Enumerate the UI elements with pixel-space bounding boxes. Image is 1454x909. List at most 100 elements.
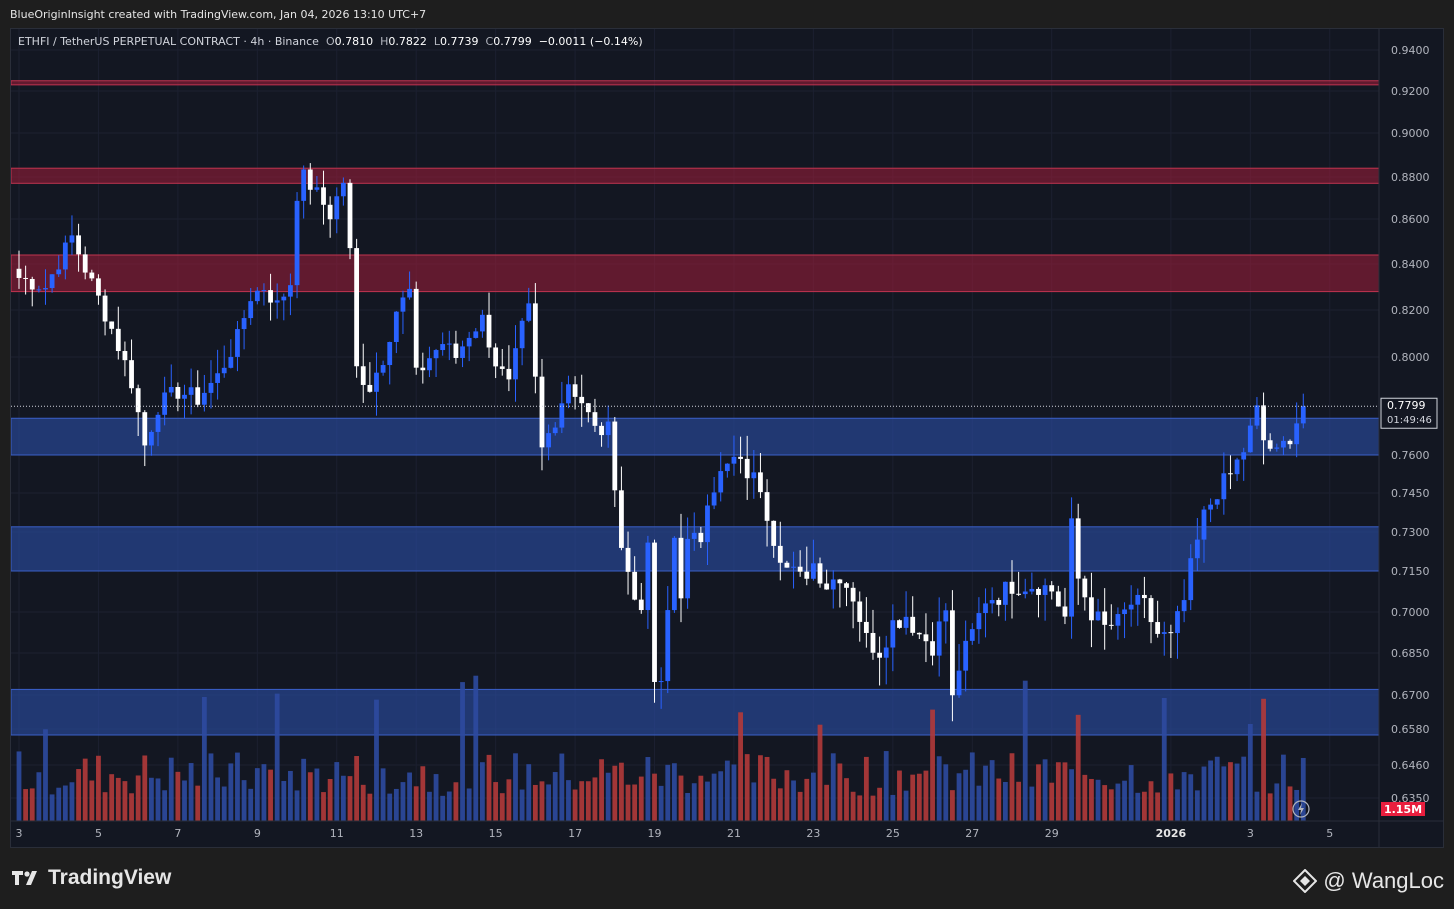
- volume-bar: [1122, 780, 1127, 821]
- volume-bar: [1214, 756, 1220, 821]
- high-value: 0.7822: [388, 35, 427, 48]
- candle-body: [466, 337, 472, 347]
- candle-body: [89, 272, 95, 279]
- candle-body: [1188, 558, 1194, 601]
- last-price-tag-box: [1380, 397, 1438, 429]
- volume-bar: [532, 784, 538, 821]
- candle-body: [427, 358, 432, 371]
- volume-bar: [744, 754, 750, 821]
- symbol-name[interactable]: ETHFI / TetherUS PERPETUAL CONTRACT · 4h…: [18, 35, 319, 48]
- volume-bar: [175, 771, 181, 821]
- volume-bar: [1287, 786, 1293, 821]
- candle-body: [877, 652, 882, 658]
- candle-body: [168, 386, 174, 393]
- candle-body: [890, 620, 896, 648]
- volume-bar: [1108, 789, 1114, 821]
- candle-body: [175, 386, 181, 399]
- candle-body: [863, 621, 869, 633]
- volume-bar: [1009, 753, 1015, 821]
- volume-bar: [347, 776, 353, 821]
- volume-bar: [221, 786, 227, 821]
- high-label: H: [380, 35, 389, 48]
- candle-body: [182, 394, 187, 399]
- candle-body: [1022, 591, 1028, 595]
- volume-bar: [1095, 779, 1101, 821]
- candle-body: [1128, 604, 1134, 610]
- volume-bar: [579, 781, 585, 821]
- candle-body: [539, 376, 545, 448]
- volume-bar: [566, 780, 571, 821]
- candle-body: [367, 384, 373, 392]
- volume-bar: [1036, 764, 1041, 821]
- volume-bar: [1261, 698, 1266, 821]
- candle-body: [314, 187, 320, 190]
- volume-bar: [592, 777, 598, 821]
- x-tick-label: 27: [965, 827, 979, 840]
- volume-bar: [1234, 763, 1240, 821]
- candle-body: [23, 277, 29, 279]
- volume-bar: [863, 756, 869, 821]
- volume-bar: [168, 757, 174, 821]
- watermark-text: @ WangLoc: [1323, 868, 1444, 893]
- volume-bar: [883, 751, 889, 821]
- resistance-zone: [11, 167, 1380, 184]
- volume-bar: [903, 790, 909, 821]
- change-value: −0.0011 (−0.14%): [538, 35, 643, 48]
- volume-bar: [301, 758, 307, 821]
- volume-bar: [102, 792, 108, 821]
- volume-bar: [493, 782, 499, 821]
- bar-countdown: 01:49:46: [1387, 415, 1432, 426]
- candle-body: [1089, 597, 1094, 621]
- open-label: O: [325, 35, 335, 48]
- volume-bar: [1300, 757, 1306, 821]
- volume-bar: [109, 774, 115, 821]
- candle-body: [897, 620, 902, 628]
- volume-bar: [433, 774, 439, 821]
- candle-body: [658, 681, 664, 683]
- volume-bar: [1175, 789, 1180, 821]
- candle-body: [420, 367, 426, 371]
- candle-body: [685, 538, 691, 599]
- tradingview-brand[interactable]: TradingView: [12, 866, 171, 890]
- volume-bar: [89, 780, 95, 821]
- candle-body: [1148, 598, 1154, 623]
- volume-bar: [1062, 762, 1068, 821]
- candle-body: [82, 254, 88, 273]
- candle-body: [307, 169, 313, 190]
- candle-body: [532, 303, 538, 377]
- candle-body: [857, 601, 863, 622]
- candle-body: [387, 342, 393, 366]
- candle-body: [354, 248, 360, 367]
- resistance-zone: [11, 80, 1380, 86]
- volume-bar: [950, 790, 955, 821]
- volume-bar: [830, 753, 836, 821]
- volume-bar: [334, 762, 340, 821]
- symbol-legend: ETHFI / TetherUS PERPETUAL CONTRACT · 4h…: [18, 35, 643, 48]
- low-value: 0.7739: [440, 35, 479, 48]
- volume-bar: [844, 778, 849, 821]
- volume-bar: [943, 764, 949, 821]
- candle-body: [1228, 473, 1233, 475]
- candle-body: [671, 537, 677, 611]
- candle-body: [1234, 459, 1240, 475]
- candle-body: [751, 472, 757, 479]
- candle-body: [996, 600, 1002, 605]
- volume-bar: [76, 769, 81, 821]
- volume-bar: [1201, 766, 1207, 821]
- volume-bar: [321, 792, 326, 821]
- author-watermark: @ WangLoc: [1293, 868, 1444, 894]
- candle-body: [334, 196, 340, 220]
- volume-bar: [976, 785, 982, 821]
- candle-body: [718, 471, 724, 493]
- candle-body: [758, 472, 763, 493]
- candle-body: [248, 301, 254, 319]
- y-tick-label: 0.6700: [1391, 689, 1430, 702]
- candle-body: [632, 571, 638, 600]
- candle-body: [519, 320, 525, 349]
- volume-bar: [142, 755, 148, 821]
- chart-area[interactable]: 0.9400 0.9200 0.9000 0.8800 0.8600 0.8400 0.82…: [10, 28, 1444, 848]
- candle-body: [288, 285, 293, 297]
- price-chart[interactable]: 0.9400 0.9200 0.9000 0.8800 0.8600 0.8400 0.82…: [11, 29, 1443, 847]
- volume-bar: [705, 781, 710, 821]
- x-tick-label: 3: [16, 827, 23, 840]
